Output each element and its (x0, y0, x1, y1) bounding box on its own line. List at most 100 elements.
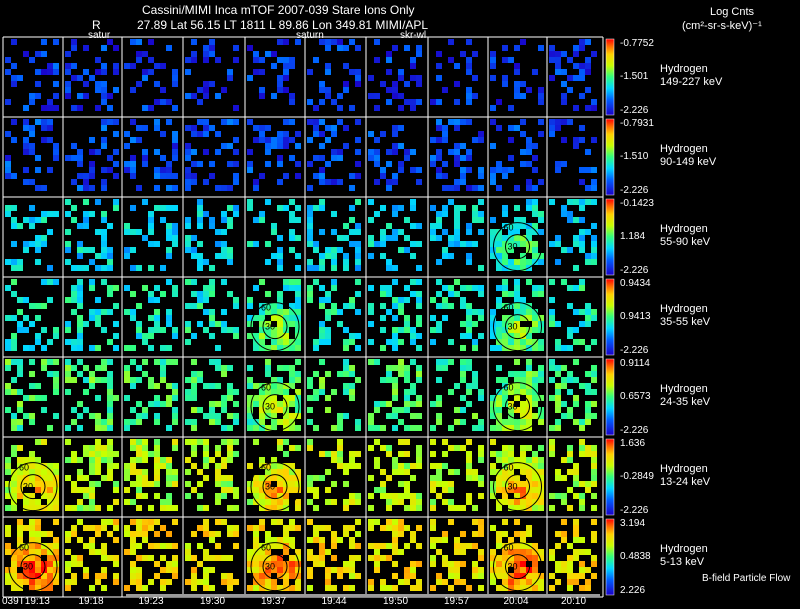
heatmap-cell (496, 327, 502, 333)
heatmap-cell (538, 371, 544, 377)
heatmap-cell (166, 167, 172, 173)
heatmap-cell (172, 81, 178, 87)
heatmap-cell (77, 303, 83, 309)
heatmap-cell (166, 173, 172, 179)
heatmap-cell (573, 309, 579, 315)
heatmap-cell (349, 493, 355, 499)
heatmap-cell (271, 229, 277, 235)
heatmap-cell (313, 57, 319, 63)
heatmap-cell (77, 537, 83, 543)
heatmap-cell (23, 481, 29, 487)
heatmap-cell (124, 395, 130, 401)
heatmap-cell (442, 579, 448, 585)
heatmap-cell (41, 327, 47, 333)
heatmap-cell (271, 585, 277, 591)
heatmap-cell (526, 199, 532, 205)
heatmap-cell (466, 93, 472, 99)
heatmap-cell (130, 469, 136, 475)
heatmap-cell (392, 469, 398, 475)
heatmap-cell (567, 57, 573, 63)
heatmap-cell (508, 561, 514, 567)
heatmap-cell (185, 125, 191, 131)
heatmap-cell (508, 371, 514, 377)
heatmap-cell (337, 119, 343, 125)
heatmap-cell (343, 389, 349, 395)
heatmap-cell (392, 519, 398, 525)
heatmap-cell (185, 57, 191, 63)
heatmap-cell (472, 321, 478, 327)
heatmap-cell (259, 137, 265, 143)
heatmap-cell (277, 291, 283, 297)
heatmap-cell (247, 463, 253, 469)
heatmap-cell (398, 327, 404, 333)
contour-circle-inner (505, 554, 530, 580)
heatmap-cell (368, 525, 374, 531)
heatmap-cell (386, 161, 392, 167)
heatmap-cell (526, 413, 532, 419)
heatmap-cell (295, 395, 301, 401)
heatmap-cell (410, 149, 416, 155)
heatmap-cell (124, 487, 130, 493)
heatmap-cell (11, 585, 17, 591)
heatmap-cell (65, 259, 71, 265)
heatmap-cell (319, 555, 325, 561)
heatmap-cell (386, 223, 392, 229)
heatmap-cell (289, 339, 295, 345)
heatmap-cell (567, 199, 573, 205)
heatmap-cell (591, 365, 597, 371)
heatmap-cell (368, 75, 374, 81)
heatmap-cell (83, 217, 89, 223)
heatmap-cell (136, 567, 142, 573)
heatmap-cell (295, 407, 301, 413)
heatmap-cell (203, 131, 209, 137)
heatmap-cell (466, 223, 472, 229)
heatmap-cell (442, 561, 448, 567)
heatmap-cell (319, 179, 325, 185)
heatmap-cell (17, 537, 23, 543)
heatmap-cell (130, 63, 136, 69)
heatmap-cell (416, 413, 422, 419)
heatmap-cell (472, 75, 478, 81)
heatmap-cell (466, 57, 472, 63)
heatmap-cell (29, 567, 35, 573)
heatmap-cell (355, 573, 361, 579)
heatmap-cell (35, 439, 41, 445)
heatmap-cell (136, 525, 142, 531)
heatmap-cell (532, 229, 538, 235)
heatmap-cell (436, 155, 442, 161)
heatmap-cell (142, 359, 148, 365)
heatmap-cell (448, 253, 454, 259)
heatmap-cell (585, 419, 591, 425)
heatmap-cell (430, 561, 436, 567)
heatmap-cell (573, 463, 579, 469)
heatmap-cell (47, 211, 53, 217)
heatmap-cell (271, 333, 277, 339)
heatmap-cell (17, 389, 23, 395)
heatmap-cell (398, 125, 404, 131)
heatmap-cell (17, 519, 23, 525)
heatmap-cell (295, 555, 301, 561)
heatmap-cell (35, 259, 41, 265)
heatmap-cell (253, 315, 259, 321)
heatmap-cell (538, 573, 544, 579)
heatmap-cell (368, 253, 374, 259)
heatmap-cell (386, 285, 392, 291)
heatmap-cell (567, 413, 573, 419)
heatmap-cell (5, 549, 11, 555)
heatmap-cell (325, 45, 331, 51)
heatmap-cell (325, 407, 331, 413)
heatmap-cell (466, 229, 472, 235)
heatmap-cell (53, 383, 59, 389)
heatmap-cell (472, 371, 478, 377)
heatmap-cell (585, 63, 591, 69)
contour-circle-inner (262, 554, 288, 580)
heatmap-cell (460, 345, 466, 351)
heatmap-cell (591, 259, 597, 265)
heatmap-cell (53, 481, 59, 487)
heatmap-cell (573, 359, 579, 365)
heatmap-cell (526, 259, 532, 265)
heatmap-cell (436, 149, 442, 155)
heatmap-cell (591, 179, 597, 185)
heatmap-cell (247, 549, 253, 555)
heatmap-cell (585, 303, 591, 309)
